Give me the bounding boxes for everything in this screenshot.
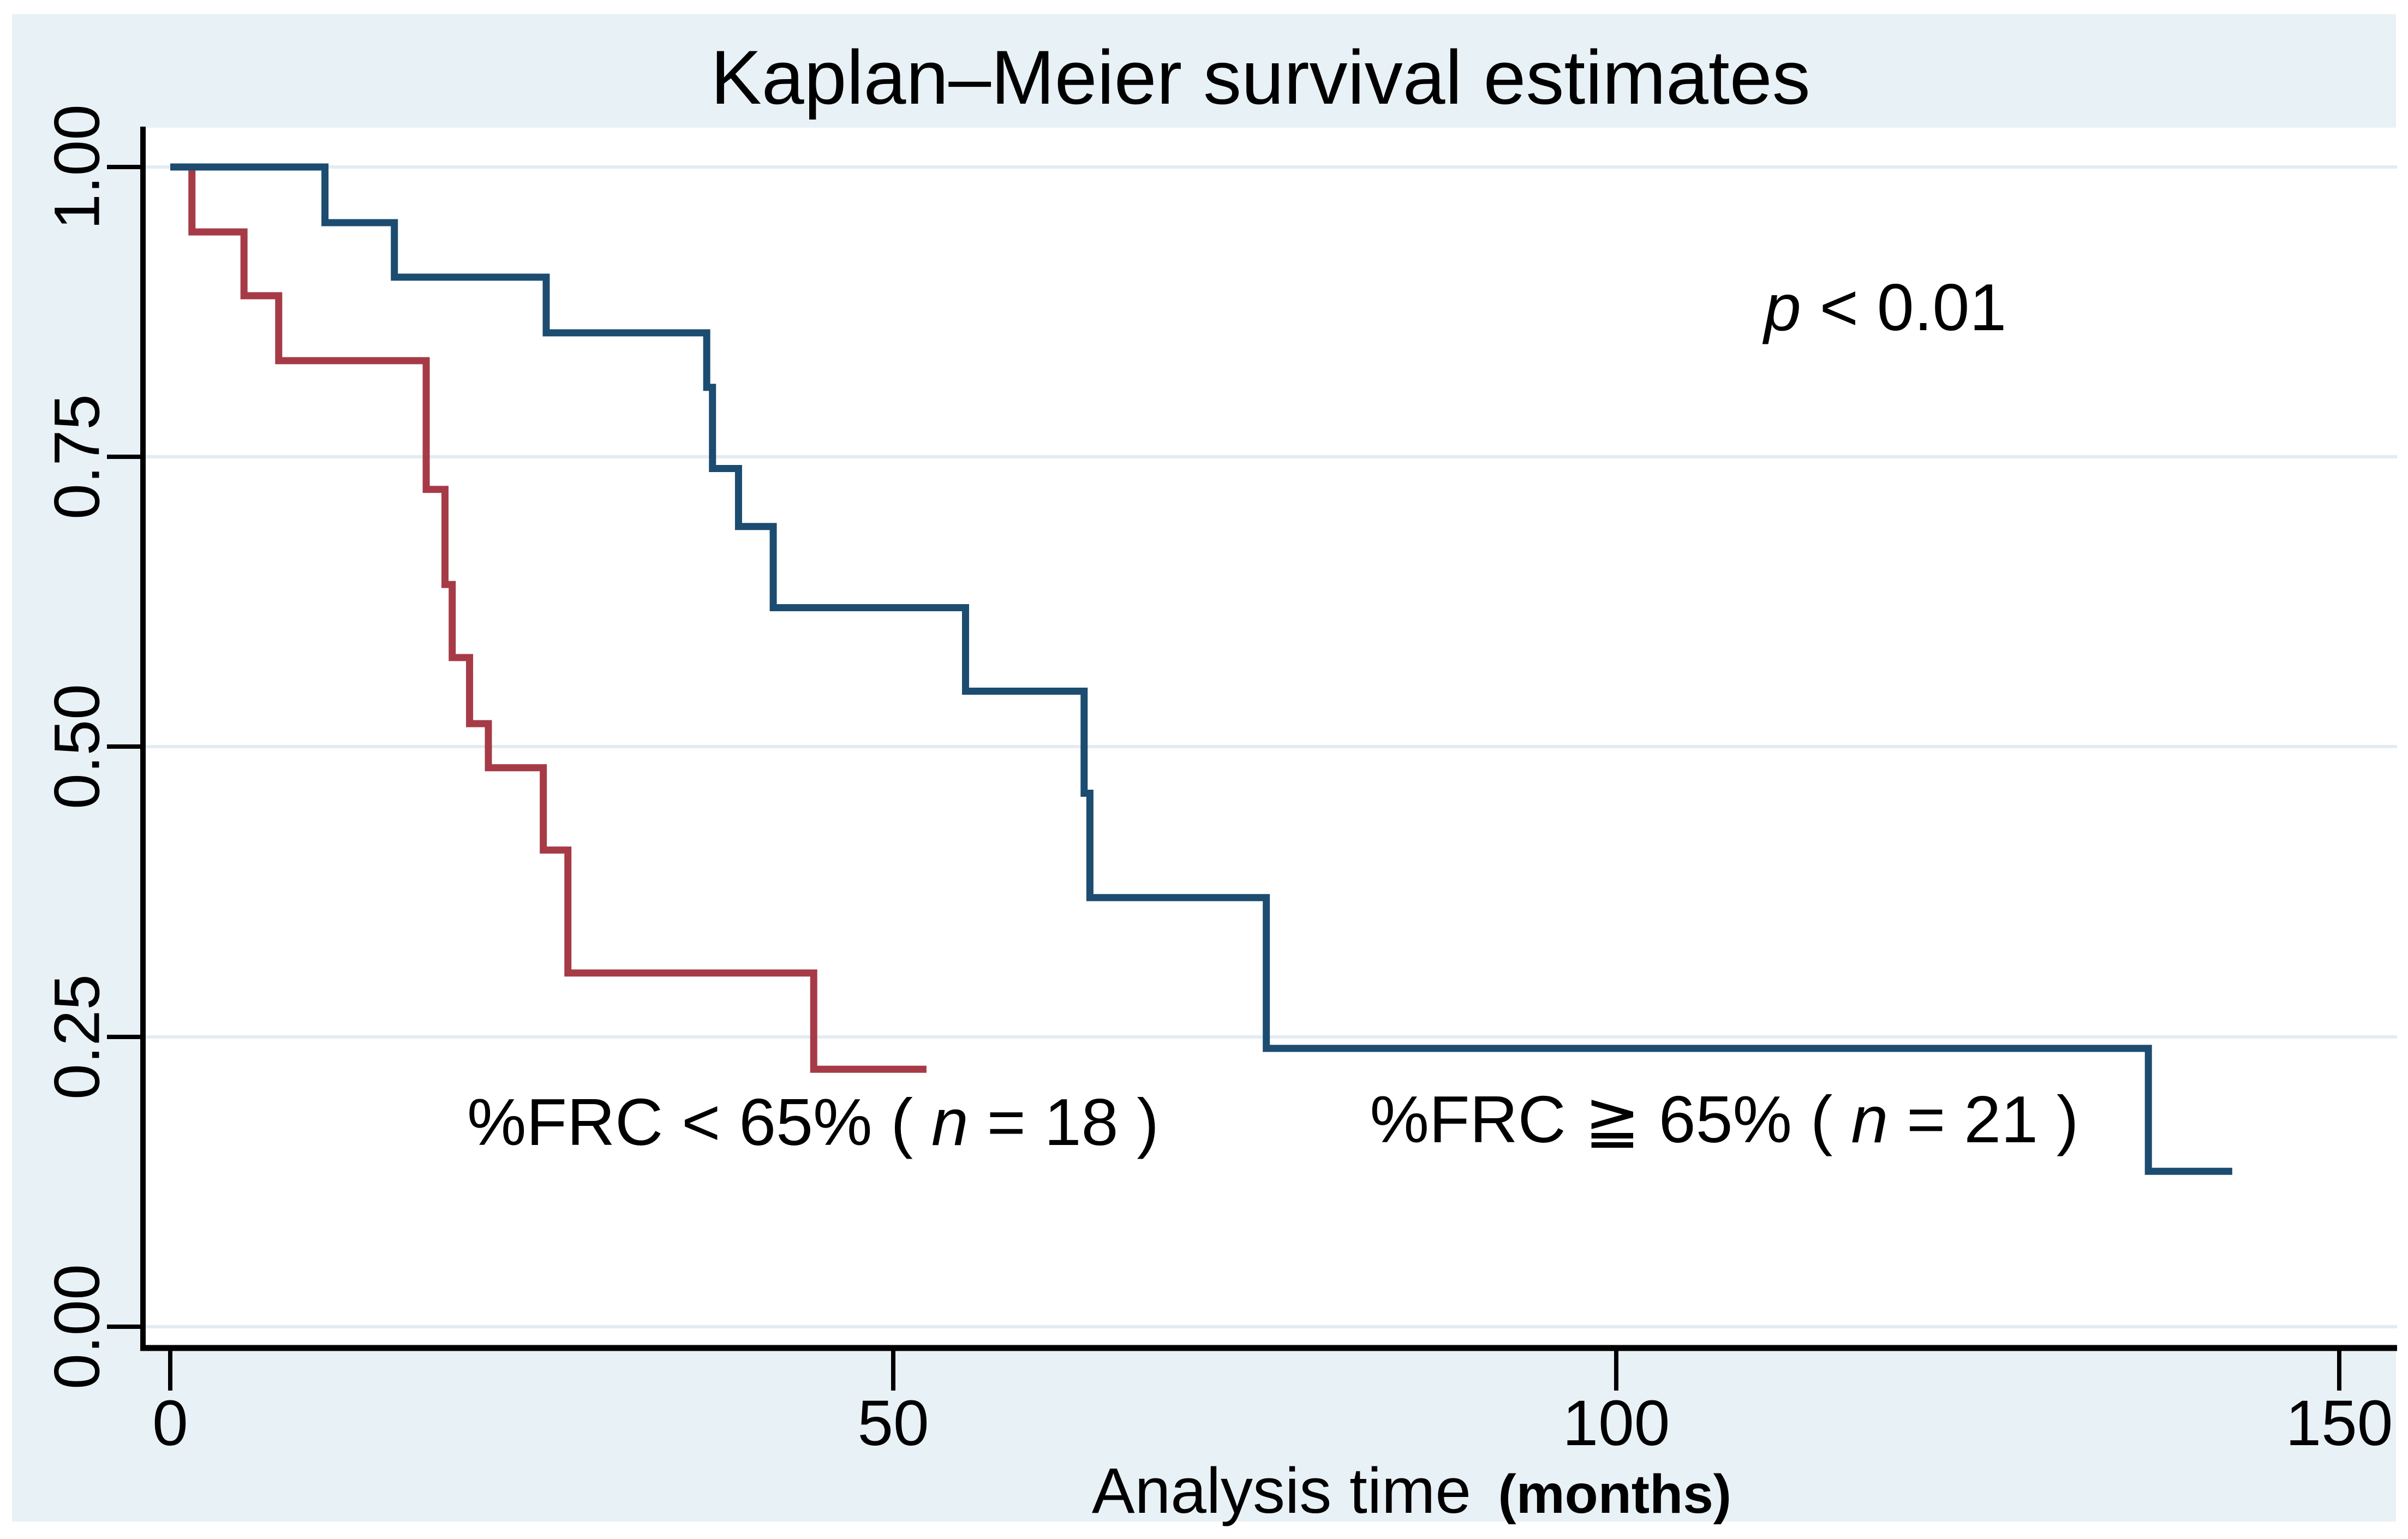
legend-high-pre: %FRC ≧ 65% ( (1370, 1082, 1851, 1156)
axes (140, 127, 2397, 1351)
y-tick-label-0.50: 0.50 (41, 684, 113, 809)
x-tick-label-100: 100 (1563, 1387, 1670, 1459)
km-curve-frc-high (170, 163, 2232, 1175)
km-curve-frc-low (170, 163, 927, 1073)
chart-title: Kaplan–Meier survival estimates (710, 34, 1810, 120)
x-axis-title-main: Analysis time (1092, 1455, 1471, 1527)
legend-high-var: n (1851, 1082, 1888, 1156)
x-axis-title-unit: (months) (1498, 1464, 1731, 1525)
legend-high-post: = 21 ) (1907, 1082, 2078, 1156)
p-value-annotation: p < 0.01 (1762, 270, 2006, 344)
x-axis-title: Analysis time (months) (1092, 1455, 1731, 1527)
tick-marks (107, 165, 2341, 1391)
y-tick-label-0.75: 0.75 (41, 394, 113, 520)
x-tick-label-50: 50 (857, 1387, 929, 1459)
y-tick-label-1.00: 1.00 (41, 104, 113, 230)
survival-curves (170, 163, 2232, 1175)
legend-label-frc-high: %FRC ≧ 65% ( n = 21 ) (1370, 1082, 2079, 1156)
y-tick-label-0.00: 0.00 (41, 1264, 113, 1389)
x-tick-labels: 0 50 100 150 (152, 1387, 2393, 1459)
p-value-var: p (1762, 270, 1801, 344)
x-tick-label-150: 150 (2286, 1387, 2393, 1459)
legend-low-post: = 18 ) (987, 1085, 1159, 1159)
y-tick-label-0.25: 0.25 (41, 974, 113, 1100)
p-value-rest: < 0.01 (1820, 270, 2007, 344)
y-tick-labels: 1.00 0.75 0.50 0.25 0.00 (41, 104, 113, 1389)
x-tick-label-0: 0 (152, 1387, 188, 1459)
legend-label-frc-low: %FRC < 65% ( n = 18 ) (467, 1085, 1159, 1159)
legend-low-var: n (931, 1085, 969, 1159)
gridlines (143, 165, 2397, 1328)
legend-low-pre: %FRC < 65% ( (467, 1085, 931, 1159)
plot-area (143, 128, 2397, 1348)
